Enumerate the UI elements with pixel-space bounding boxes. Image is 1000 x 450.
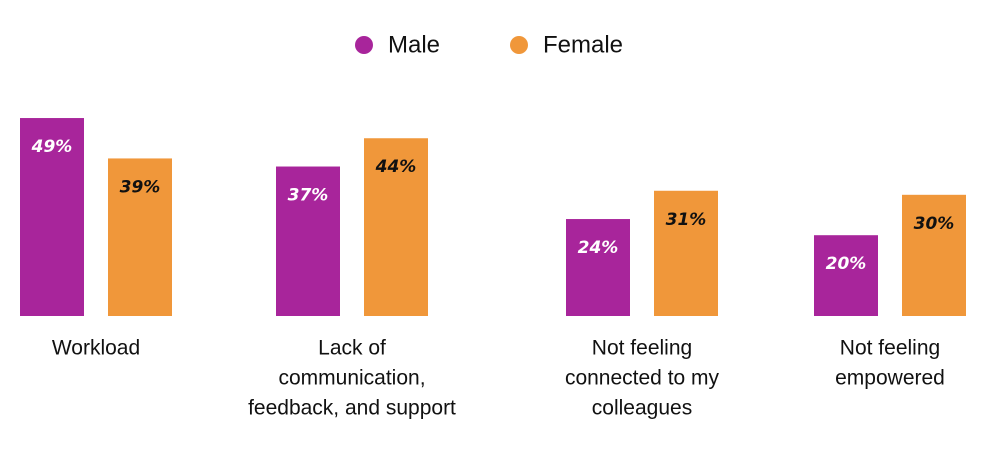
category-label: Lack of: [318, 337, 386, 360]
legend-label: Female: [543, 31, 623, 58]
legend-label: Male: [388, 31, 440, 58]
bar: [276, 166, 340, 316]
bar: [902, 194, 966, 316]
category-label: colleagues: [592, 397, 692, 420]
bar: [20, 118, 84, 316]
category-label: Not feeling: [592, 337, 692, 360]
bar: [814, 235, 878, 316]
category-label: Not feeling: [840, 337, 940, 360]
category-label: empowered: [835, 367, 945, 390]
bar: [364, 138, 428, 316]
bar: [566, 219, 630, 316]
value-label: 24%: [578, 238, 619, 258]
legend-marker: [510, 36, 528, 54]
value-label: 30%: [914, 214, 955, 234]
bar: [108, 158, 172, 316]
value-label: 49%: [31, 137, 73, 157]
value-label: 20%: [826, 254, 867, 274]
value-label: 31%: [666, 210, 707, 230]
legend-marker: [355, 36, 373, 54]
bar: [654, 190, 718, 316]
value-label: 39%: [120, 177, 161, 197]
value-label: 37%: [288, 186, 329, 206]
value-label: 44%: [375, 157, 417, 177]
category-label: Workload: [52, 337, 140, 360]
category-label: communication,: [278, 367, 425, 390]
category-label: connected to my: [565, 367, 720, 390]
category-label: feedback, and support: [248, 397, 456, 420]
